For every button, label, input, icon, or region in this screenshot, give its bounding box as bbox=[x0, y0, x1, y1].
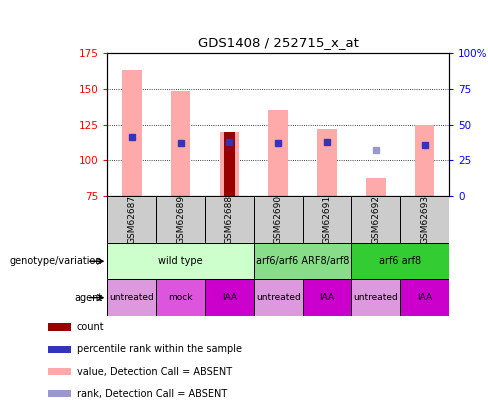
Text: GSM62693: GSM62693 bbox=[420, 195, 429, 244]
Text: IAA: IAA bbox=[222, 293, 237, 302]
Text: untreated: untreated bbox=[256, 293, 301, 302]
Bar bbox=[205, 196, 254, 243]
Bar bbox=[48, 346, 71, 353]
Text: GSM62692: GSM62692 bbox=[371, 195, 380, 244]
Text: arf6 arf8: arf6 arf8 bbox=[379, 256, 421, 266]
Bar bbox=[205, 279, 254, 316]
Text: untreated: untreated bbox=[109, 293, 154, 302]
Bar bbox=[107, 243, 254, 279]
Bar bbox=[122, 70, 142, 196]
Bar bbox=[254, 279, 303, 316]
Bar bbox=[400, 279, 449, 316]
Bar bbox=[317, 129, 337, 196]
Bar bbox=[415, 125, 434, 196]
Text: GSM62690: GSM62690 bbox=[274, 195, 283, 244]
Text: GSM62688: GSM62688 bbox=[225, 195, 234, 244]
Bar bbox=[303, 279, 351, 316]
Bar bbox=[351, 196, 400, 243]
Text: GSM62691: GSM62691 bbox=[323, 195, 331, 244]
Bar bbox=[400, 196, 449, 243]
Bar bbox=[254, 243, 351, 279]
Bar bbox=[48, 368, 71, 375]
Bar bbox=[107, 196, 156, 243]
Text: wild type: wild type bbox=[158, 256, 203, 266]
Bar bbox=[107, 279, 156, 316]
Text: IAA: IAA bbox=[320, 293, 334, 302]
Bar bbox=[48, 324, 71, 330]
Text: arf6/arf6 ARF8/arf8: arf6/arf6 ARF8/arf8 bbox=[256, 256, 349, 266]
Text: IAA: IAA bbox=[417, 293, 432, 302]
Bar bbox=[366, 178, 386, 196]
Bar bbox=[351, 279, 400, 316]
Bar bbox=[220, 132, 239, 196]
Bar bbox=[268, 110, 288, 196]
Bar bbox=[156, 279, 205, 316]
Bar bbox=[48, 390, 71, 397]
Bar bbox=[303, 196, 351, 243]
Text: count: count bbox=[77, 322, 104, 332]
Bar bbox=[351, 243, 449, 279]
Bar bbox=[171, 92, 190, 196]
Text: rank, Detection Call = ABSENT: rank, Detection Call = ABSENT bbox=[77, 389, 227, 399]
Text: percentile rank within the sample: percentile rank within the sample bbox=[77, 344, 242, 354]
Bar bbox=[156, 196, 205, 243]
Text: agent: agent bbox=[74, 293, 102, 303]
Bar bbox=[254, 196, 303, 243]
Text: untreated: untreated bbox=[353, 293, 398, 302]
Text: mock: mock bbox=[168, 293, 193, 302]
Text: GSM62687: GSM62687 bbox=[127, 195, 136, 244]
Text: value, Detection Call = ABSENT: value, Detection Call = ABSENT bbox=[77, 367, 232, 377]
Bar bbox=[224, 132, 235, 196]
Text: GSM62689: GSM62689 bbox=[176, 195, 185, 244]
Title: GDS1408 / 252715_x_at: GDS1408 / 252715_x_at bbox=[198, 36, 359, 49]
Text: genotype/variation: genotype/variation bbox=[10, 256, 102, 266]
